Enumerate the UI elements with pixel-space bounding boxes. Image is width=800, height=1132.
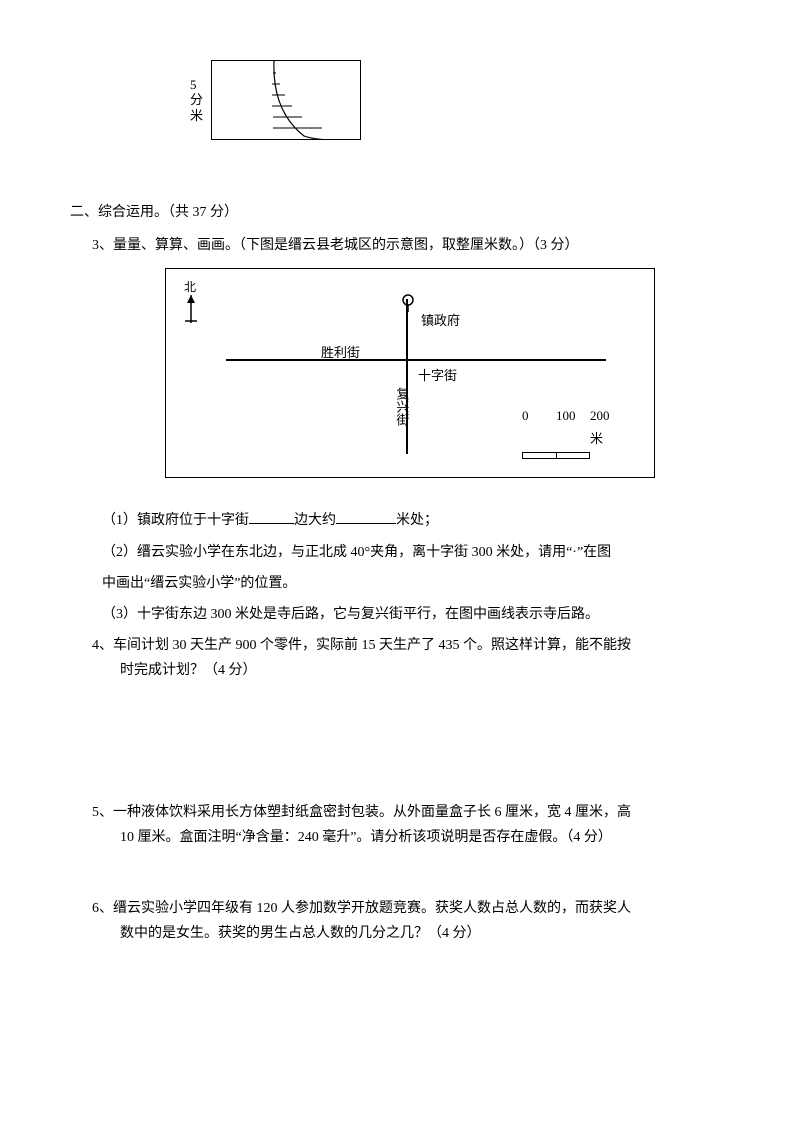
- scale-0: 0: [522, 404, 556, 451]
- town-gov-marker: [401, 294, 415, 312]
- scale-seg-1: [522, 452, 556, 459]
- figure-height-label: 5 分 米: [190, 77, 203, 124]
- q4-line1: 4、车间计划 30 天生产 900 个零件，实际前 15 天生产了 435 个。…: [92, 633, 730, 658]
- fuxing-street-label: 复兴街: [390, 387, 413, 426]
- section-2-heading: 二、综合运用。（共 37 分）: [70, 200, 730, 225]
- hatched-region: [212, 61, 361, 140]
- q5: 5、一种液体饮料采用长方体塑封纸盒密封包装。从外面量盒子长 6 厘米，宽 4 厘…: [92, 800, 730, 850]
- q3-sub1: （1）镇政府位于十字街 边大约 米处；: [102, 508, 730, 533]
- blank-direction[interactable]: [249, 508, 294, 524]
- answer-space-q5: [70, 856, 730, 896]
- q6-line2: 数中的是女生。获奖的男生占总人数的几分之几？（4 分）: [120, 921, 730, 946]
- map-scale: 0 100 200 米: [522, 404, 624, 460]
- figure-rectangle-hatched: 5 分 米: [190, 60, 730, 140]
- q3-sub2-line2: 中画出“缙云实验小学”的位置。: [102, 571, 730, 596]
- q4-line2: 时完成计划？（4 分）: [120, 658, 730, 683]
- figure-box: [211, 60, 361, 140]
- label-mi: 米: [190, 108, 203, 124]
- q3-heading: 3、量量、算算、画画。（下图是缙云县老城区的示意图，取整厘米数。）（3 分）: [92, 233, 730, 258]
- q5-line2: 10 厘米。盒面注明“净含量：240 毫升”。请分析该项说明是否存在虚假。（4 …: [120, 825, 730, 850]
- north-arrow-icon: [183, 295, 199, 325]
- q6: 6、缙云实验小学四年级有 120 人参加数学开放题竞赛。获奖人数占总人数的，而获…: [92, 896, 730, 946]
- map-diagram: 北 镇政府 胜利街 十字街 复兴街 0 100 200 米: [165, 268, 655, 478]
- label-5: 5: [190, 77, 203, 93]
- q3-sub1-pre: （1）镇政府位于十字街: [102, 513, 249, 528]
- q3-sub1-mid: 边大约: [294, 513, 336, 528]
- town-gov-label: 镇政府: [421, 309, 460, 332]
- q5-line1: 5、一种液体饮料采用长方体塑封纸盒密封包装。从外面量盒子长 6 厘米，宽 4 厘…: [92, 800, 730, 825]
- q6-line1: 6、缙云实验小学四年级有 120 人参加数学开放题竞赛。获奖人数占总人数的，而获…: [92, 896, 730, 921]
- scale-ruler: [522, 452, 624, 459]
- vertical-road: [406, 299, 408, 454]
- scale-seg-2: [556, 452, 590, 459]
- q3-sub1-post: 米处；: [396, 513, 438, 528]
- blank-distance[interactable]: [336, 508, 396, 524]
- q3-sub3: （3）十字街东边 300 米处是寺后路，它与复兴街平行，在图中画线表示寺后路。: [102, 602, 730, 627]
- label-fen: 分: [190, 92, 203, 108]
- horizontal-road: [226, 359, 606, 361]
- scale-100: 100: [556, 404, 590, 451]
- q4: 4、车间计划 30 天生产 900 个零件，实际前 15 天生产了 435 个。…: [92, 633, 730, 683]
- q3-sub2-line1: （2）缙云实验小学在东北边，与正北成 40°夹角，离十字街 300 米处，请用“…: [102, 540, 730, 565]
- north-label: 北: [184, 281, 196, 293]
- answer-space-q4: [70, 690, 730, 800]
- scale-200: 200 米: [590, 404, 624, 451]
- scale-numbers: 0 100 200 米: [522, 404, 624, 451]
- cross-street-label: 十字街: [418, 364, 457, 387]
